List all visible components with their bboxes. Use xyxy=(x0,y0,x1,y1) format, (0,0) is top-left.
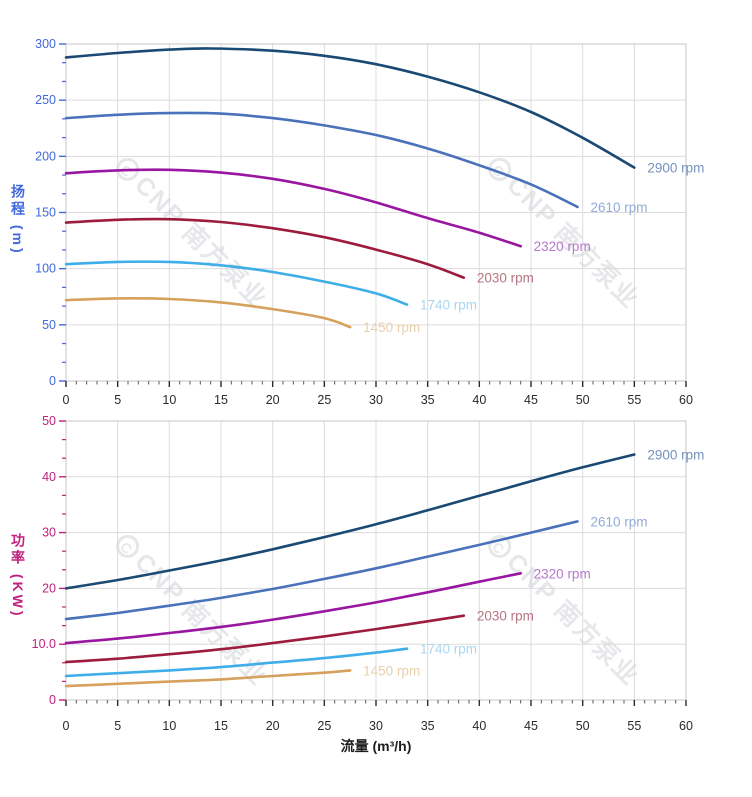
y-tick-label: 250 xyxy=(35,93,56,107)
curve-2610rpm xyxy=(64,520,579,621)
rpm-label: 2320 rpm xyxy=(534,566,591,581)
y-tick-label: 50 xyxy=(42,414,56,428)
x-tick-label: 50 xyxy=(576,393,590,407)
x-tick-label: 10 xyxy=(162,719,176,733)
x-tick-label: 20 xyxy=(266,393,280,407)
x-tick-label: 0 xyxy=(63,719,70,733)
x-tick-label: 25 xyxy=(317,719,331,733)
rpm-label: 2900 rpm xyxy=(647,161,704,176)
curve-2320rpm xyxy=(64,168,522,248)
rpm-label: 2320 rpm xyxy=(534,239,591,254)
curve-1450rpm xyxy=(64,669,352,688)
rpm-label: 1740 rpm xyxy=(420,642,477,657)
x-tick-label: 0 xyxy=(63,393,70,407)
x-tick-label: 30 xyxy=(369,719,383,733)
curve-2320rpm xyxy=(64,572,522,645)
y-tick-label: 40 xyxy=(42,470,56,484)
flow-axis-title: 流量 (m³/h) xyxy=(340,738,412,754)
x-tick-label: 60 xyxy=(679,393,693,407)
x-tick-label: 45 xyxy=(524,719,538,733)
y-tick-label: 0 xyxy=(49,693,56,707)
rpm-label: 1450 rpm xyxy=(363,663,420,678)
power-axis-title: 功率 (KW) xyxy=(10,533,26,619)
curve-2030rpm xyxy=(64,217,466,279)
y-tick-label: 30 xyxy=(42,526,56,540)
rpm-label: 1740 rpm xyxy=(420,298,477,313)
x-tick-label: 15 xyxy=(214,393,228,407)
curve-2900rpm xyxy=(64,453,636,590)
x-tick-label: 55 xyxy=(627,393,641,407)
rpm-label: 2030 rpm xyxy=(477,609,534,624)
watermark-text: CNP 南方泵业 xyxy=(129,547,273,691)
y-tick-label: 0 xyxy=(49,374,56,388)
y-tick-label: 50 xyxy=(42,318,56,332)
watermark-logo-circle xyxy=(116,534,140,558)
curve-2030rpm xyxy=(64,614,466,664)
rpm-label: 2610 rpm xyxy=(591,514,648,529)
y-tick-label: 150 xyxy=(35,206,56,220)
rpm-label: 1450 rpm xyxy=(363,320,420,335)
x-tick-label: 15 xyxy=(214,719,228,733)
rpm-label: 2030 rpm xyxy=(477,271,534,286)
watermark-logo-circle xyxy=(488,157,512,181)
x-tick-label: 10 xyxy=(162,393,176,407)
y-tick-label: 20 xyxy=(42,581,56,595)
x-tick-label: 5 xyxy=(114,719,121,733)
x-tick-label: 40 xyxy=(472,719,486,733)
x-tick-label: 30 xyxy=(369,393,383,407)
x-tick-label: 50 xyxy=(576,719,590,733)
y-tick-label: 10.0 xyxy=(32,637,56,651)
rpm-label: 2900 rpm xyxy=(647,447,704,462)
curve-1450rpm xyxy=(64,297,352,329)
x-tick-label: 55 xyxy=(627,719,641,733)
x-tick-label: 60 xyxy=(679,719,693,733)
curve-2900rpm xyxy=(64,47,636,169)
head-axis-title: 扬程 (m) xyxy=(10,184,26,256)
x-tick-label: 35 xyxy=(421,393,435,407)
x-tick-label: 20 xyxy=(266,719,280,733)
y-tick-label: 100 xyxy=(35,262,56,276)
x-tick-label: 35 xyxy=(421,719,435,733)
x-tick-label: 25 xyxy=(317,393,331,407)
curve-2610rpm xyxy=(64,111,579,209)
x-tick-label: 40 xyxy=(472,393,486,407)
curve-1740rpm xyxy=(64,647,409,678)
rpm-label: 2610 rpm xyxy=(591,200,648,215)
watermark-logo-circle xyxy=(116,157,140,181)
y-tick-label: 200 xyxy=(35,149,56,163)
x-tick-label: 5 xyxy=(114,393,121,407)
watermark-text: CNP 南方泵业 xyxy=(129,170,273,314)
y-tick-label: 300 xyxy=(35,37,56,51)
curve-1740rpm xyxy=(64,260,409,306)
x-tick-label: 45 xyxy=(524,393,538,407)
